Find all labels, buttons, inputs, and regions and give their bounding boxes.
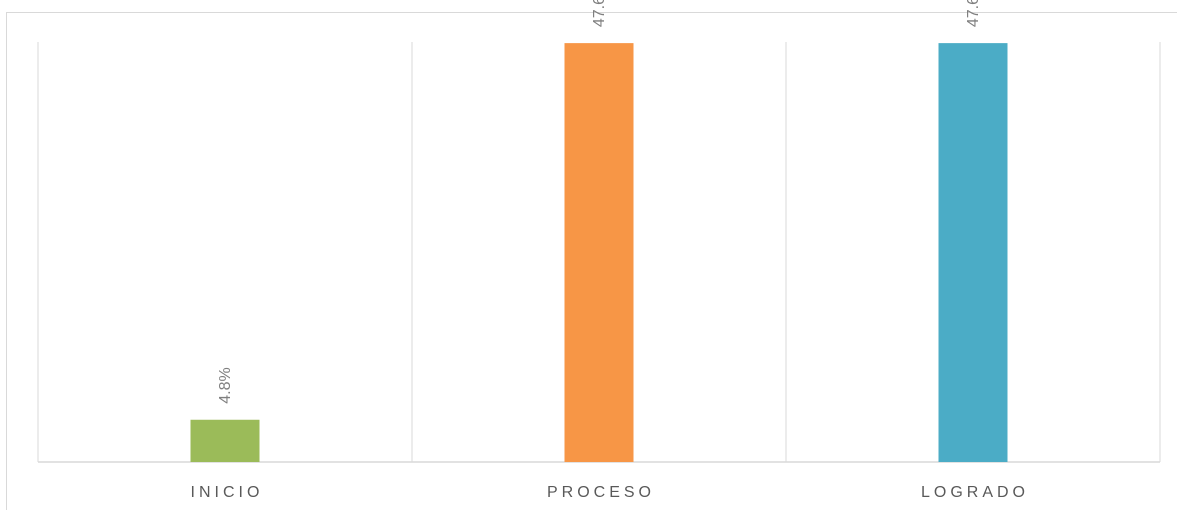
x-tick-label-logrado: LOGRADO bbox=[921, 484, 1029, 501]
chart-frame bbox=[6, 12, 1177, 510]
data-label-proceso: 47.6% bbox=[591, 0, 608, 27]
x-axis-ticks-layer: INICIO PROCESO LOGRADO bbox=[191, 484, 1029, 501]
x-tick-label-proceso: PROCESO bbox=[547, 484, 655, 501]
bar-inicio bbox=[190, 419, 260, 462]
data-label-logrado: 47.6% bbox=[965, 0, 982, 27]
data-label-inicio: 4.8% bbox=[217, 367, 234, 403]
x-tick-label-inicio: INICIO bbox=[191, 484, 264, 501]
bars-layer bbox=[190, 43, 1008, 463]
data-labels-layer: 4.8% 47.6% 47.6% bbox=[217, 0, 982, 404]
bar-proceso bbox=[564, 43, 634, 463]
bar-logrado bbox=[938, 43, 1008, 463]
